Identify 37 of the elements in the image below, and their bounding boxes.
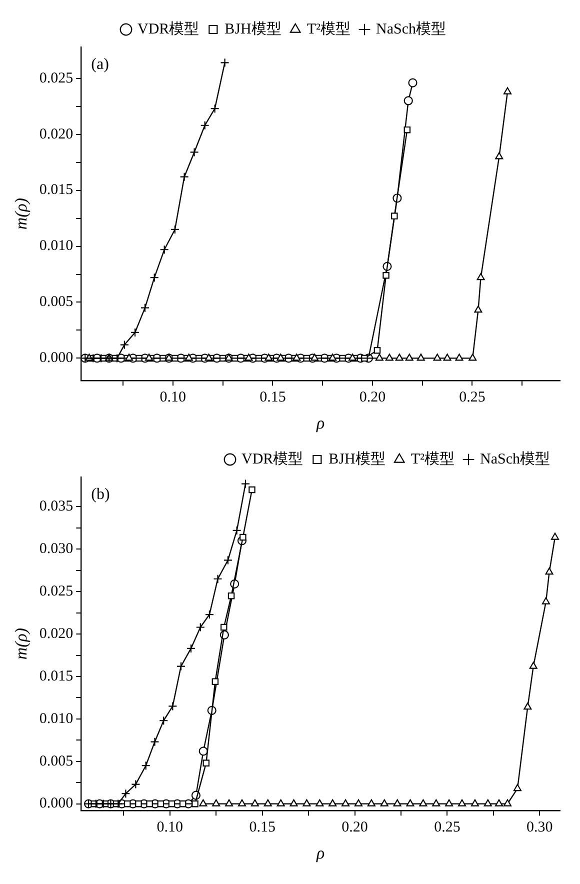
y-tick-label: 0.035: [39, 498, 74, 515]
y-tick-label: 0.005: [39, 753, 74, 770]
x-tick-label: 0.25: [459, 390, 486, 406]
y-axis-title: m(ρ): [12, 198, 31, 230]
annotation: (b): [91, 486, 110, 504]
y-tick-label: 0.010: [39, 238, 74, 254]
x-tick-label: 0.10: [160, 390, 186, 406]
y-tick-label: 0.015: [39, 182, 74, 198]
x-tick-label: 0.10: [156, 820, 184, 836]
y-tick-label: 0.030: [39, 541, 74, 558]
x-tick-label: 0.20: [359, 390, 386, 406]
x-tick-label: 0.15: [260, 390, 286, 406]
legend-label: BJH模型: [328, 450, 386, 468]
legend-label: VDR模型: [242, 450, 304, 468]
legend-label: NaSch模型: [480, 450, 550, 468]
y-tick-label: 0.025: [39, 584, 74, 600]
x-tick-label: 0.30: [526, 820, 553, 836]
y-tick-label: 0.015: [39, 668, 74, 684]
y-tick-label: 0.000: [39, 350, 74, 366]
x-tick-label: 0.25: [434, 820, 460, 836]
legend-label: T²模型: [306, 20, 351, 38]
y-tick-label: 0.010: [39, 710, 74, 727]
y-axis-title: m(ρ): [12, 628, 31, 660]
y-tick-label: 0.025: [39, 70, 74, 86]
legend-label: NaSch模型: [376, 20, 446, 38]
y-tick-label: 0.005: [39, 294, 74, 310]
x-tick-label: 0.15: [249, 820, 276, 836]
legend-label: T²模型: [410, 450, 455, 468]
legend-label: VDR模型: [138, 20, 200, 38]
annotation: (a): [91, 56, 109, 74]
x-axis-title: ρ: [315, 843, 325, 862]
y-tick-label: 0.020: [39, 626, 74, 642]
x-axis-title: ρ: [315, 413, 325, 432]
legend-label: BJH模型: [224, 20, 282, 38]
y-tick-label: 0.020: [39, 126, 74, 142]
x-tick-label: 0.20: [342, 820, 368, 836]
y-tick-label: 0.000: [39, 796, 74, 812]
